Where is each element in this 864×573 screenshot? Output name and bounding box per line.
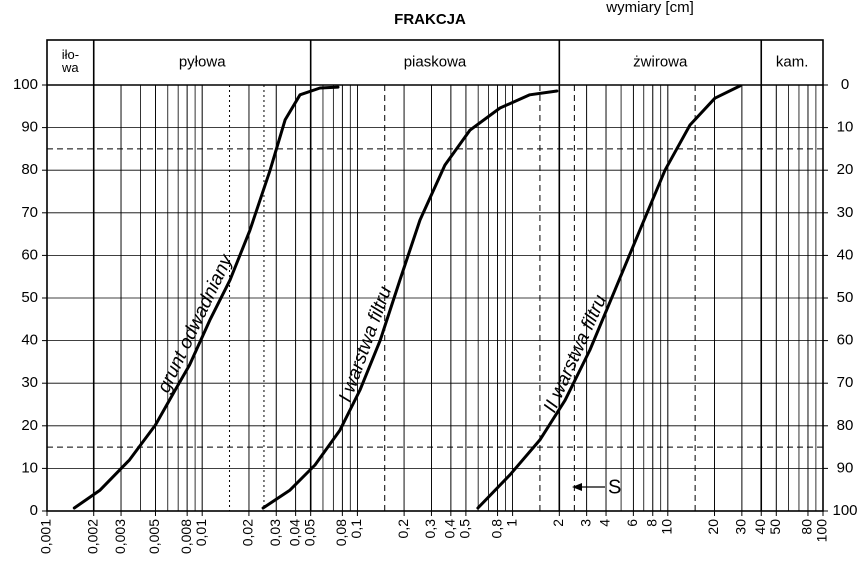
annotation-arrowhead bbox=[572, 483, 582, 491]
x-tick-label: 6 bbox=[624, 519, 640, 527]
y2-tick-label: 60 bbox=[837, 332, 854, 349]
x-tick-label: 8 bbox=[643, 519, 659, 527]
y2-tick-label: 0 bbox=[841, 76, 849, 93]
y-tick-label: 0 bbox=[30, 502, 38, 519]
x-tick-label: 0,05 bbox=[301, 519, 317, 546]
x-tick-label: 100 bbox=[814, 519, 830, 543]
y2-tick-label: 100 bbox=[832, 502, 857, 519]
y2-tick-label: 20 bbox=[837, 161, 854, 178]
y-tick-label: 10 bbox=[21, 459, 38, 476]
x-tick-label: 0,4 bbox=[442, 519, 458, 539]
x-tick-label: 0,3 bbox=[422, 519, 438, 539]
x-tick-label: 0,002 bbox=[84, 519, 100, 554]
x-tick-label: 0,04 bbox=[286, 519, 302, 546]
y-tick-label: 100 bbox=[13, 76, 38, 93]
y2-tick-label: 10 bbox=[837, 119, 854, 136]
x-tick-label: 80 bbox=[799, 519, 815, 535]
series-label: grunt odwadniany bbox=[154, 250, 238, 396]
x-tick-label: 0,08 bbox=[333, 519, 349, 546]
x-tick-label: 0,003 bbox=[112, 519, 128, 554]
y-tick-label: 70 bbox=[21, 204, 38, 221]
x-tick-label: 2 bbox=[550, 519, 566, 527]
x-tick-label: 10 bbox=[659, 519, 675, 535]
y-tick-label: 50 bbox=[21, 289, 38, 306]
x-tick-label: 0,001 bbox=[38, 519, 54, 554]
x-tick-label: 0,01 bbox=[193, 519, 209, 546]
y2-tick-label: 30 bbox=[837, 204, 854, 221]
x-tick-label: 1 bbox=[503, 519, 519, 527]
x-tick-label: 50 bbox=[767, 519, 783, 535]
curve bbox=[261, 89, 559, 510]
x-tick-label: 0,1 bbox=[348, 519, 364, 539]
y2-tick-label: 40 bbox=[837, 246, 854, 263]
x-tick-label: 40 bbox=[752, 519, 768, 535]
annotation: S bbox=[608, 476, 621, 498]
fraction-label: pyłowa bbox=[179, 53, 226, 70]
x-tick-label: 0,2 bbox=[395, 519, 411, 539]
y-tick-label: 20 bbox=[21, 417, 38, 434]
y2-tick-label: 80 bbox=[837, 417, 854, 434]
x-tick-label: 20 bbox=[705, 519, 721, 535]
curve bbox=[72, 85, 340, 510]
fraction-label: piaskowa bbox=[404, 53, 467, 70]
x-tick-label: 3 bbox=[577, 519, 593, 527]
y2-tick-label: 70 bbox=[837, 374, 854, 391]
frame bbox=[46, 39, 824, 512]
y-tick-label: 90 bbox=[21, 119, 38, 136]
x-tick-label: 0,03 bbox=[267, 519, 283, 546]
y-tick-label: 80 bbox=[21, 161, 38, 178]
x-tick-label: 4 bbox=[597, 519, 613, 527]
y2-tick-label: 50 bbox=[837, 289, 854, 306]
fraction-label: żwirowa bbox=[633, 53, 688, 70]
x-tick-label: 0,005 bbox=[146, 519, 162, 554]
fraction-label: iło-wa bbox=[61, 47, 79, 75]
x-tick-label: 0,008 bbox=[178, 519, 194, 554]
x-tick-label: 30 bbox=[733, 519, 749, 535]
curve bbox=[476, 84, 742, 510]
series-label: II warstwa filtru bbox=[540, 291, 612, 415]
series-label: I warstwa filtru bbox=[335, 283, 396, 405]
x-tick-label: 0,02 bbox=[240, 519, 256, 546]
y2-tick-label: 90 bbox=[837, 459, 854, 476]
y-tick-label: 40 bbox=[21, 332, 38, 349]
y-tick-label: 60 bbox=[21, 246, 38, 263]
x-tick-label: 0,5 bbox=[457, 519, 473, 539]
chart-subtitle: wymiary [cm] bbox=[605, 0, 694, 16]
chart-title: FRAKCJA bbox=[394, 11, 466, 28]
y-tick-label: 30 bbox=[21, 374, 38, 391]
fraction-label: kam. bbox=[776, 53, 809, 70]
x-tick-label: 0,8 bbox=[488, 519, 504, 539]
